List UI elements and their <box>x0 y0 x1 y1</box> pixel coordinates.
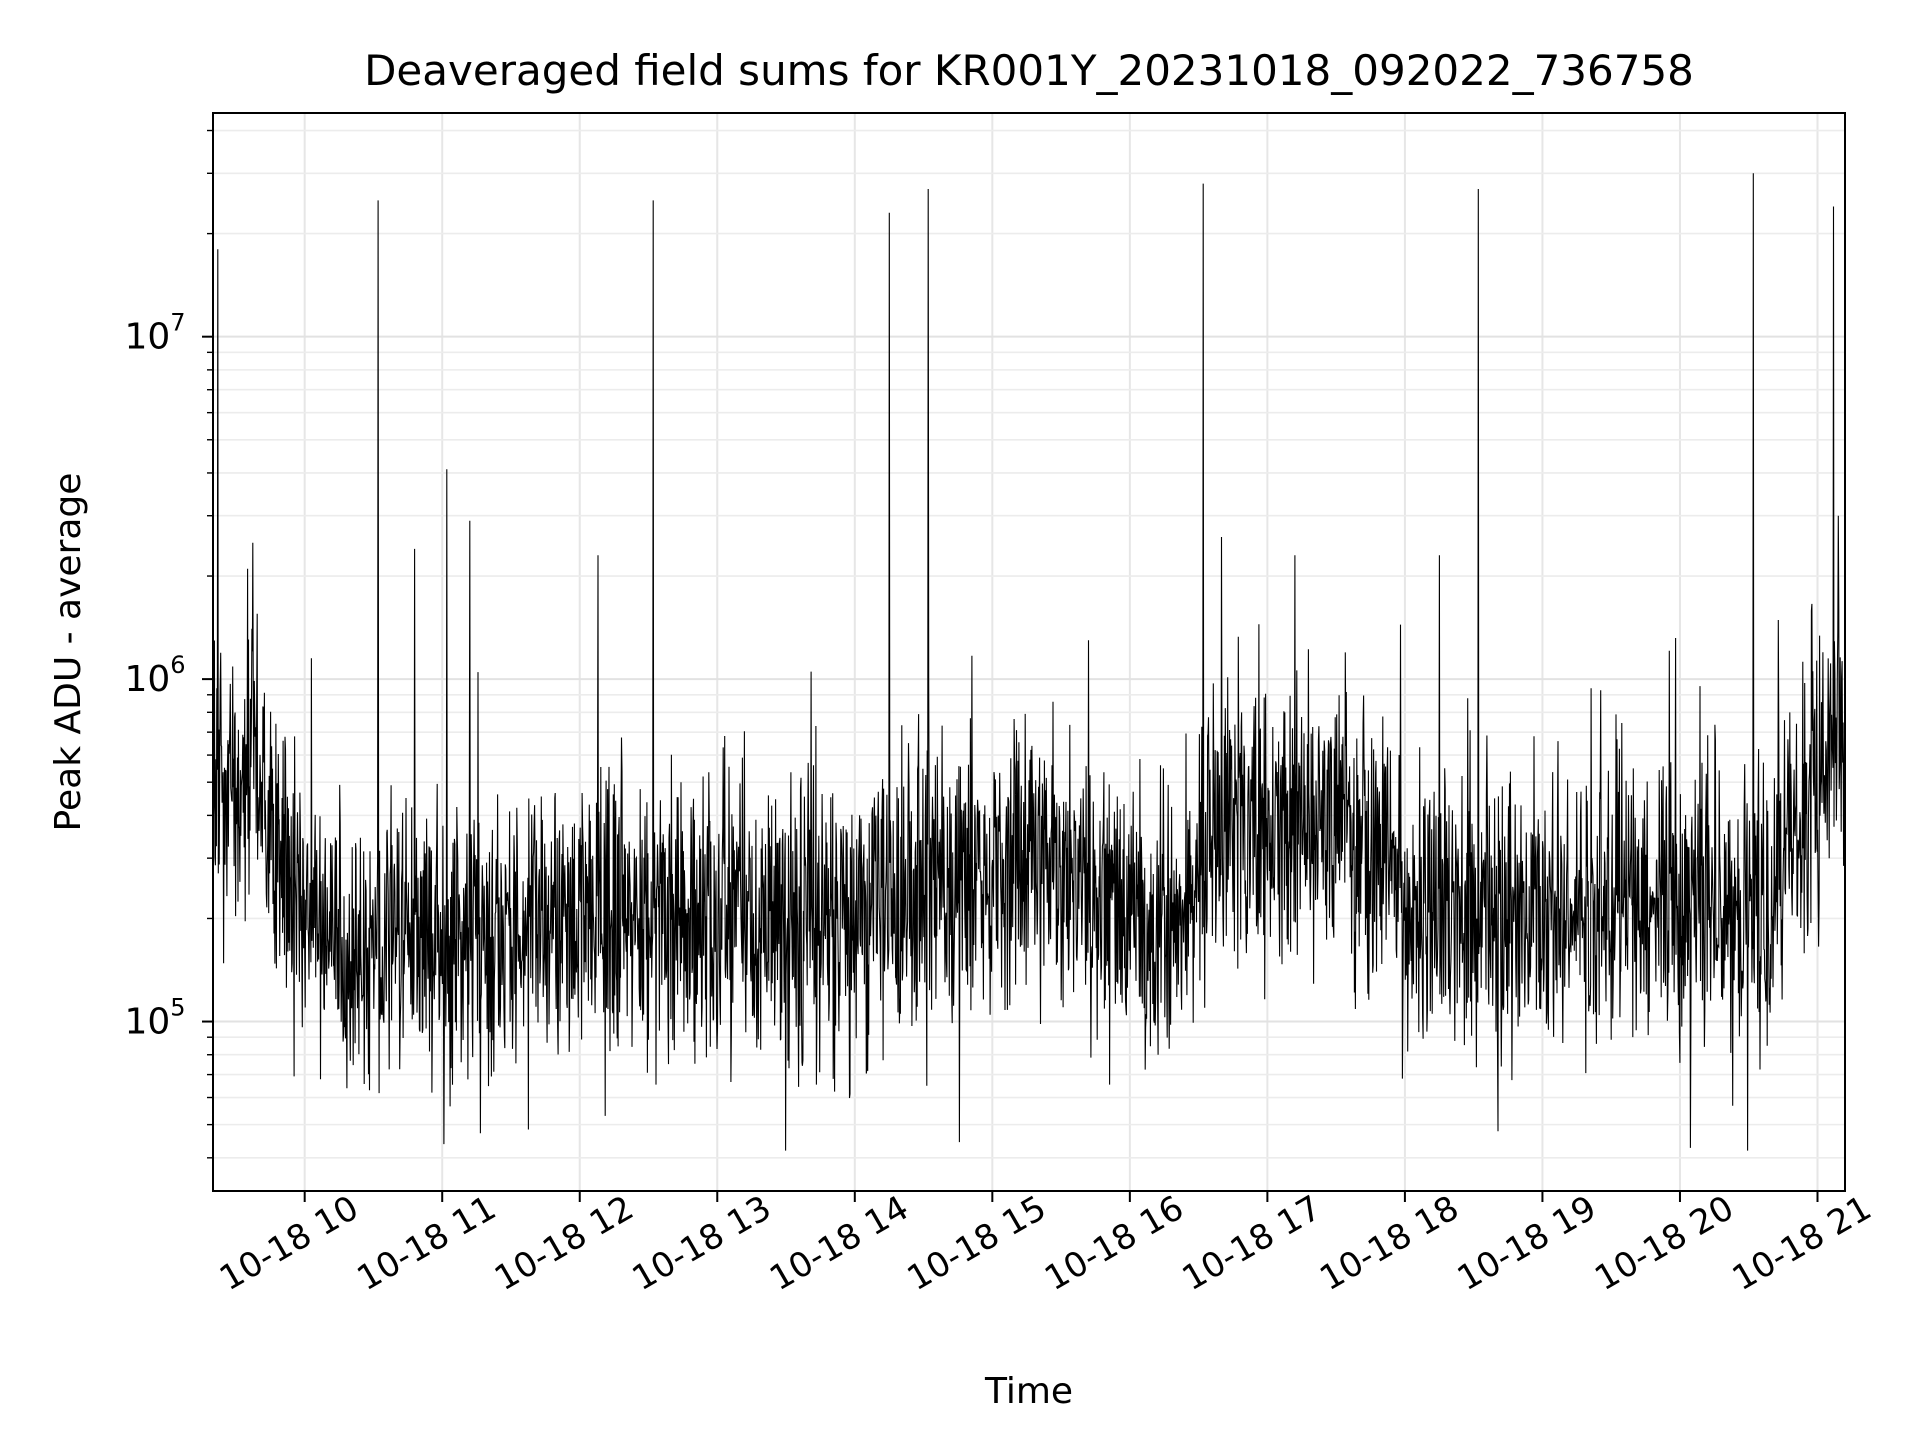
y-tick-label: 106 <box>124 651 185 700</box>
series-line <box>212 173 1846 1151</box>
y-tick-label: 105 <box>124 994 185 1043</box>
y-axis: 105 106 107 <box>124 129 213 1159</box>
y-tick-label: 107 <box>124 309 185 358</box>
plot-frame <box>212 112 1846 1192</box>
y-axis-label: Peak ADU - average <box>48 473 89 832</box>
chart-title: Deaveraged field sums for KR001Y_2023101… <box>364 46 1694 95</box>
x-axis-label: Time <box>984 1371 1073 1412</box>
